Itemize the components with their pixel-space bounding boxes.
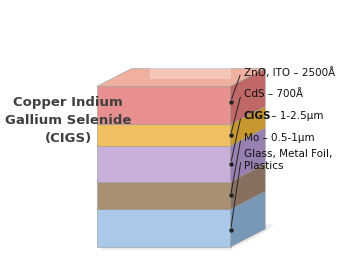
- Polygon shape: [231, 106, 265, 146]
- Text: ZnO, ITO – 2500Å: ZnO, ITO – 2500Å: [244, 67, 335, 78]
- Polygon shape: [97, 69, 265, 87]
- Polygon shape: [97, 128, 265, 146]
- Text: – 1-2.5μm: – 1-2.5μm: [268, 111, 324, 121]
- Text: CdS – 700Å: CdS – 700Å: [244, 90, 303, 99]
- Polygon shape: [101, 224, 274, 250]
- Text: Mo – 0.5-1μm: Mo – 0.5-1μm: [244, 133, 314, 143]
- Polygon shape: [231, 69, 265, 124]
- Polygon shape: [97, 164, 265, 181]
- Polygon shape: [97, 124, 231, 146]
- Polygon shape: [97, 181, 231, 209]
- Text: CIGS: CIGS: [244, 111, 271, 121]
- Polygon shape: [97, 191, 265, 209]
- Polygon shape: [97, 146, 231, 181]
- Polygon shape: [97, 87, 231, 124]
- Polygon shape: [97, 209, 231, 247]
- Polygon shape: [97, 106, 265, 124]
- Text: Glass, Metal Foil,
Plastics: Glass, Metal Foil, Plastics: [244, 148, 332, 171]
- Polygon shape: [231, 191, 265, 247]
- Polygon shape: [150, 49, 231, 79]
- Polygon shape: [231, 164, 265, 209]
- Polygon shape: [171, 31, 265, 48]
- Polygon shape: [231, 128, 265, 181]
- Text: Copper Indium
Gallium Selenide
(CIGS): Copper Indium Gallium Selenide (CIGS): [5, 96, 131, 145]
